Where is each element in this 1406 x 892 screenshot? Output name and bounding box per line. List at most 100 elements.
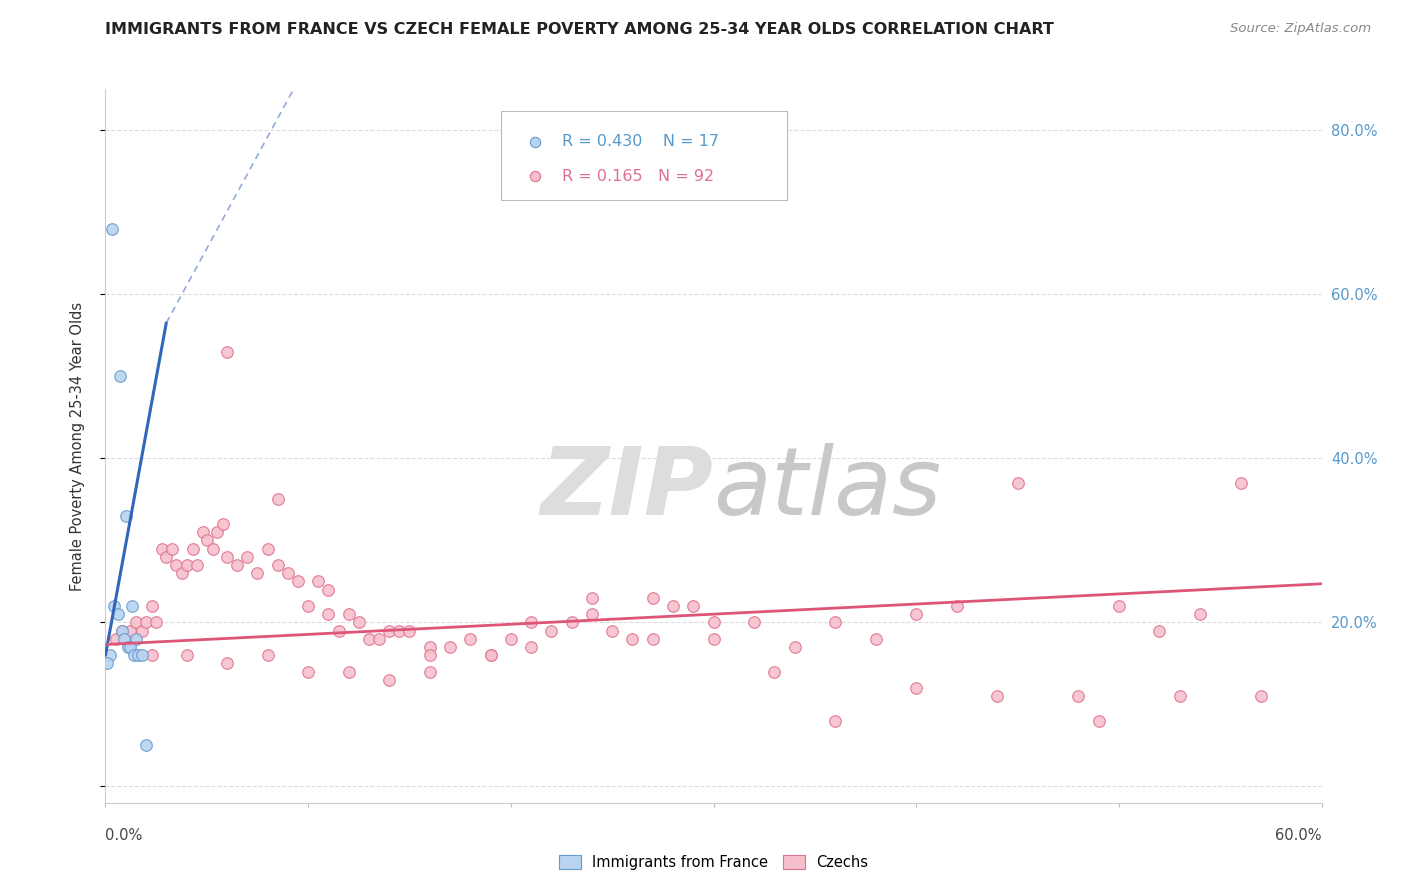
Point [111, 624, 134, 638]
Point [702, 632, 725, 646]
Text: ZIP: ZIP [541, 442, 713, 535]
Point [111, 624, 134, 638]
Point [217, 344, 239, 359]
Point [479, 648, 502, 662]
Point [824, 714, 846, 728]
Point [357, 632, 380, 646]
Text: atlas: atlas [713, 443, 942, 534]
Point [165, 558, 187, 572]
Point [378, 673, 401, 687]
Point [540, 624, 562, 638]
Point [581, 591, 603, 605]
Point [347, 615, 370, 630]
Point [1087, 714, 1109, 728]
Point [439, 640, 461, 654]
Point [96, 657, 118, 671]
Point [1007, 475, 1029, 490]
Point [337, 607, 360, 622]
Point [419, 648, 441, 662]
Point [112, 632, 135, 646]
Point [125, 615, 148, 630]
Point [810, 20, 832, 34]
Point [368, 632, 391, 646]
Point [388, 624, 411, 638]
Point [1108, 599, 1130, 613]
Point [1250, 689, 1272, 703]
Point [419, 640, 441, 654]
Point [337, 665, 360, 679]
Point [267, 558, 290, 572]
Point [201, 541, 224, 556]
Point [100, 221, 122, 235]
Point [499, 632, 522, 646]
Point [600, 624, 623, 638]
Point [131, 648, 153, 662]
Point [195, 533, 218, 548]
Point [191, 525, 214, 540]
Text: Source: ZipAtlas.com: Source: ZipAtlas.com [1230, 22, 1371, 36]
Point [682, 599, 704, 613]
Point [945, 599, 967, 613]
Point [117, 640, 139, 654]
Point [662, 599, 685, 613]
Point [419, 665, 441, 679]
Point [236, 549, 259, 564]
Point [783, 640, 806, 654]
FancyBboxPatch shape [501, 111, 786, 200]
Point [217, 549, 239, 564]
Text: IMMIGRANTS FROM FRANCE VS CZECH FEMALE POVERTY AMONG 25-34 YEAR OLDS CORRELATION: IMMIGRANTS FROM FRANCE VS CZECH FEMALE P… [105, 22, 1054, 37]
Point [172, 566, 194, 581]
Text: 0.0%: 0.0% [105, 828, 142, 843]
Point [810, 59, 832, 73]
Point [145, 615, 167, 630]
Point [1149, 624, 1171, 638]
Point [150, 541, 173, 556]
Point [135, 615, 157, 630]
Point [186, 558, 208, 572]
Point [114, 508, 136, 523]
Point [763, 665, 786, 679]
Point [458, 632, 481, 646]
Point [114, 632, 136, 646]
Point [267, 492, 290, 507]
Point [520, 640, 543, 654]
Point [108, 369, 131, 384]
Point [141, 599, 163, 613]
Point [107, 607, 129, 622]
Point [702, 615, 725, 630]
Point [135, 739, 157, 753]
Point [398, 624, 420, 638]
Point [621, 632, 644, 646]
Text: 60.0%: 60.0% [1275, 828, 1322, 843]
Point [1168, 689, 1191, 703]
Point [581, 607, 603, 622]
Point [905, 681, 928, 695]
Point [98, 648, 121, 662]
Point [307, 574, 329, 589]
Point [256, 648, 278, 662]
Point [217, 657, 239, 671]
Point [141, 648, 163, 662]
Point [103, 599, 125, 613]
Point [121, 599, 143, 613]
Point [246, 566, 269, 581]
Text: R = 0.165   N = 92: R = 0.165 N = 92 [561, 169, 714, 184]
Point [824, 615, 846, 630]
Point [205, 525, 228, 540]
Point [181, 541, 204, 556]
Point [176, 648, 198, 662]
Point [125, 632, 148, 646]
Point [162, 541, 184, 556]
Y-axis label: Female Poverty Among 25-34 Year Olds: Female Poverty Among 25-34 Year Olds [70, 301, 84, 591]
Point [742, 615, 765, 630]
Point [328, 624, 350, 638]
Point [176, 558, 198, 572]
Point [155, 549, 177, 564]
Point [297, 599, 319, 613]
Point [1229, 475, 1251, 490]
Point [641, 632, 664, 646]
Point [297, 665, 319, 679]
Point [226, 558, 249, 572]
Point [256, 541, 278, 556]
Point [520, 615, 543, 630]
